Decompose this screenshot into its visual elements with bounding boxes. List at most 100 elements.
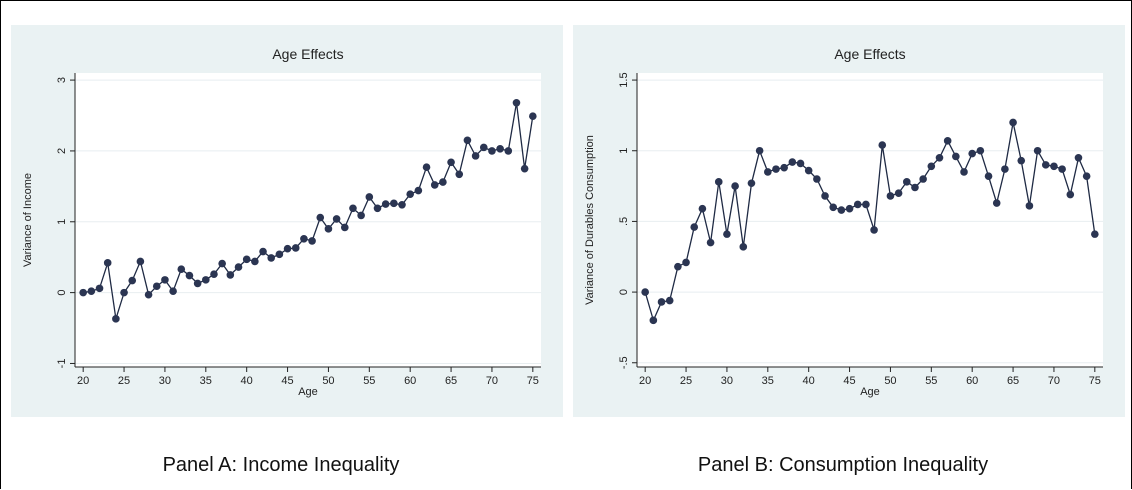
data-point: [332, 215, 341, 223]
data-point: [919, 175, 927, 183]
data-point: [927, 162, 936, 171]
data-point: [1091, 230, 1099, 238]
data-point: [324, 225, 333, 233]
chart-svg: -.5 0 .5 1 1.5 20 25 30 35 40 45 50 55 60 65 70 75 Age Ef…: [573, 25, 1125, 417]
data-point: [911, 183, 919, 192]
data-point: [870, 226, 878, 234]
y-tick-label: -.5: [618, 356, 630, 369]
y-tick-label: 2: [56, 148, 68, 154]
data-point: [463, 136, 472, 145]
data-point: [698, 204, 707, 213]
data-point: [185, 271, 194, 280]
data-point: [788, 158, 797, 166]
panel-b-caption: Panel B: Consumption Inequality: [697, 454, 989, 476]
data-point: [177, 265, 186, 274]
data-point: [504, 147, 513, 155]
data-point: [674, 262, 682, 271]
data-point: [202, 276, 210, 284]
data-point: [471, 152, 480, 160]
data-point: [512, 98, 521, 107]
data-point: [665, 296, 674, 305]
y-tick-label: 0: [618, 289, 630, 295]
x-tick-label: 75: [1089, 375, 1101, 387]
data-point: [161, 276, 169, 284]
data-point: [300, 234, 308, 243]
x-tick-label: 40: [241, 375, 253, 387]
data-point: [390, 199, 398, 208]
data-point: [226, 271, 235, 279]
data-point: [894, 189, 903, 197]
x-tick-label: 70: [1048, 375, 1060, 387]
x-tick-label: 30: [721, 375, 733, 387]
data-point: [1017, 156, 1026, 165]
data-point: [1041, 161, 1050, 169]
data-point: [649, 316, 658, 325]
data-point: [79, 288, 87, 297]
data-point: [952, 152, 960, 161]
data-point: [136, 257, 145, 266]
data-point: [943, 137, 952, 145]
data-point: [373, 204, 382, 213]
data-point: [723, 230, 731, 238]
data-point: [886, 192, 895, 200]
data-point: [780, 163, 788, 172]
data-point: [862, 200, 870, 209]
data-point: [169, 287, 177, 295]
data-point: [308, 237, 316, 245]
x-tick-label: 20: [639, 375, 651, 387]
data-point: [829, 203, 838, 212]
panel-a-caption: Panel A: Income Inequality: [162, 454, 400, 476]
data-point: [641, 288, 649, 296]
data-point: [755, 146, 764, 155]
data-point: [976, 146, 985, 155]
panel-b-chart: -.5 0 .5 1 1.5 20 25 30 35 40 45 50 55 60 65 70 75 Age Ef…: [573, 25, 1125, 417]
y-axis-label: Variance of Durables Consumption: [584, 135, 596, 305]
data-point: [316, 213, 325, 222]
data-point: [422, 163, 431, 172]
data-point: [1066, 190, 1075, 199]
x-tick-label: 55: [363, 375, 375, 387]
data-point: [242, 255, 251, 264]
data-point: [529, 112, 537, 121]
chart-title: Age Effects: [272, 46, 343, 62]
data-point: [406, 190, 414, 198]
y-tick-label: 0: [56, 290, 68, 296]
x-tick-label: 60: [966, 375, 978, 387]
data-point: [747, 179, 756, 188]
data-point: [772, 165, 780, 173]
x-tick-label: 60: [404, 375, 416, 387]
y-tick-label: 1: [618, 148, 630, 154]
data-point: [87, 287, 96, 295]
data-point: [479, 143, 488, 152]
data-point: [234, 263, 243, 271]
data-point: [1001, 165, 1009, 173]
data-point: [496, 145, 504, 153]
data-point: [520, 164, 529, 173]
data-point: [968, 149, 976, 158]
data-point: [902, 178, 911, 186]
data-point: [381, 200, 390, 208]
data-point: [210, 270, 218, 278]
data-point: [878, 141, 887, 149]
data-point: [960, 168, 968, 176]
x-tick-label: 75: [527, 375, 539, 387]
data-point: [764, 168, 772, 176]
plot-area: [637, 73, 1103, 367]
data-point: [984, 172, 993, 180]
data-point: [365, 193, 374, 201]
data-point: [152, 282, 161, 291]
data-point: [821, 192, 829, 200]
data-point: [837, 206, 846, 214]
data-point: [267, 254, 276, 262]
data-point: [193, 279, 202, 288]
x-tick-label: 35: [200, 375, 212, 387]
data-point: [1025, 202, 1034, 210]
y-tick-label: 1.5: [618, 72, 630, 87]
data-point: [103, 259, 112, 267]
data-point: [853, 200, 862, 209]
y-tick-label: 3: [56, 77, 68, 83]
chart-svg: -1 0 1 2 3 20 25 30 35 40 45 50 55 60 65 70 75 Age Effect…: [11, 25, 563, 417]
data-point: [455, 170, 464, 179]
data-point: [1050, 162, 1058, 171]
